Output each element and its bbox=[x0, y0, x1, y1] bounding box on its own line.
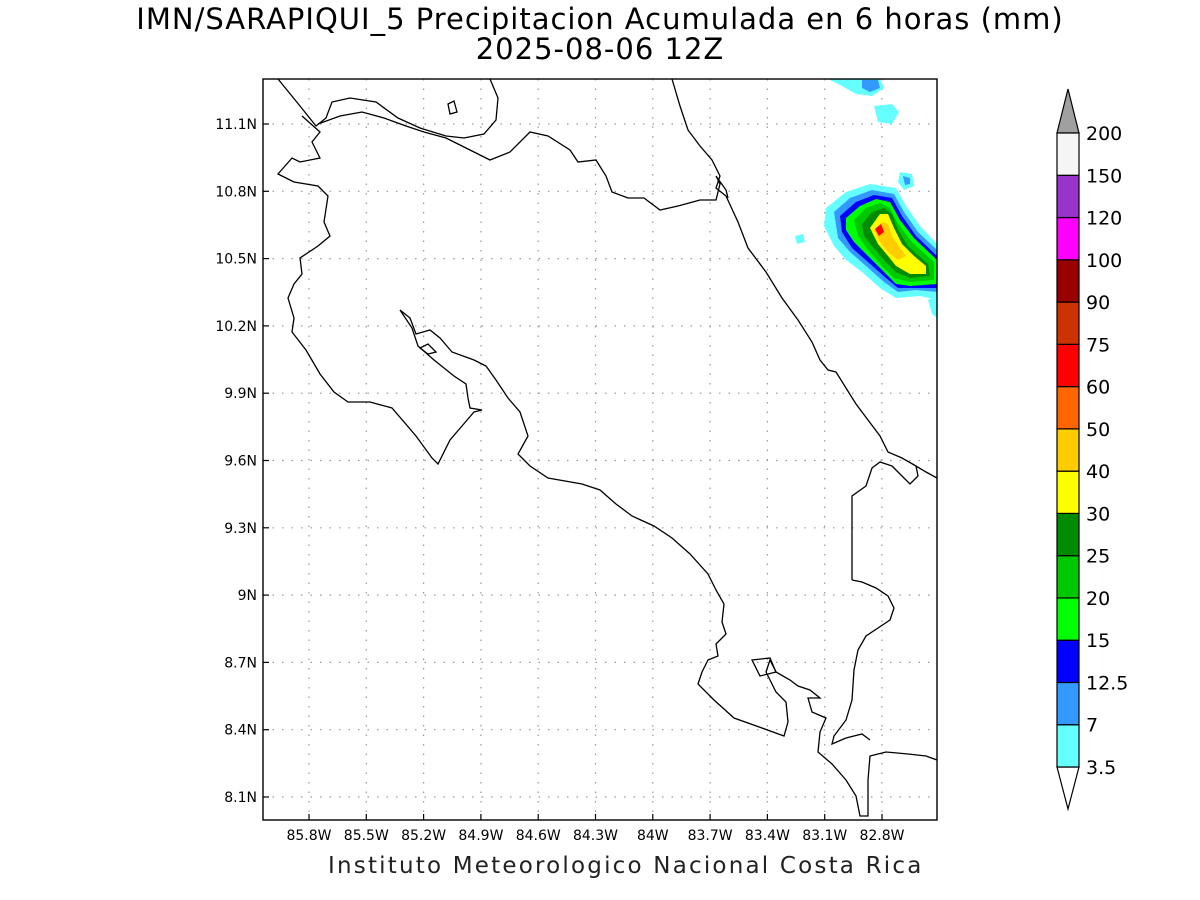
colorbar-box bbox=[1056, 301, 1080, 345]
map-frame bbox=[262, 78, 938, 821]
colorbar-box bbox=[1056, 724, 1080, 768]
lat-tick-label: 9N bbox=[238, 588, 257, 604]
colorbar-box bbox=[1056, 216, 1080, 261]
lat-tick-label: 9.9N bbox=[224, 386, 257, 402]
coastline bbox=[276, 79, 937, 817]
lat-tick-label: 10.8N bbox=[215, 184, 257, 200]
colorbar-label: 30 bbox=[1086, 503, 1110, 525]
nicaragua-border bbox=[317, 111, 729, 211]
colorbar-label: 75 bbox=[1086, 334, 1110, 356]
lon-tick-label: 83.4W bbox=[745, 828, 790, 844]
colorbar-label: 20 bbox=[1086, 588, 1110, 610]
precip-cell-edge bbox=[928, 296, 937, 318]
colorbar-label: 200 bbox=[1086, 123, 1122, 145]
colorbar-box bbox=[1056, 343, 1080, 388]
colorbar-label: 12.5 bbox=[1086, 672, 1128, 694]
lon-tick-label: 83.1W bbox=[802, 828, 847, 844]
lat-tick-label: 8.1N bbox=[224, 790, 257, 806]
lon-tick-label: 84W bbox=[637, 828, 669, 844]
caribbean-coast bbox=[671, 79, 937, 479]
lat-tick-label: 8.7N bbox=[224, 655, 257, 671]
lon-tick-label: 85.2W bbox=[401, 828, 446, 844]
colorbar-label: 90 bbox=[1086, 292, 1110, 314]
colorbar-label: 120 bbox=[1086, 208, 1122, 230]
colorbar-over-triangle bbox=[1056, 88, 1080, 134]
colorbar-box bbox=[1056, 639, 1080, 684]
colorbar-label: 40 bbox=[1086, 461, 1110, 483]
map-title: IMN/SARAPIQUI_5 Precipitacion Acumulada … bbox=[136, 2, 1064, 36]
border-east bbox=[851, 461, 919, 580]
precip-cell-dot bbox=[795, 234, 805, 244]
lake-island bbox=[447, 100, 458, 115]
map-frame-bg bbox=[263, 79, 937, 820]
panama-border bbox=[831, 579, 895, 746]
colorbar-box bbox=[1056, 174, 1080, 219]
lat-tick-label: 8.4N bbox=[224, 723, 257, 739]
colorbar-box bbox=[1056, 470, 1080, 514]
lon-tick-label: 85.8W bbox=[286, 828, 331, 844]
lon-tick-label: 82.8W bbox=[859, 828, 904, 844]
colorbar-label: 50 bbox=[1086, 419, 1110, 441]
precipitation-area bbox=[795, 79, 937, 318]
nicoya-island bbox=[418, 343, 438, 355]
colorbar-under-triangle bbox=[1056, 766, 1080, 812]
lon-tick-label: 84.6W bbox=[516, 828, 561, 844]
lon-tick-label: 84.9W bbox=[458, 828, 503, 844]
precip-cell-small2-inner bbox=[903, 176, 910, 185]
colorbar-box bbox=[1056, 386, 1080, 430]
colorbar-label: 3.5 bbox=[1086, 757, 1116, 779]
colorbar-label: 15 bbox=[1086, 630, 1110, 652]
colorbar-label: 25 bbox=[1086, 546, 1110, 568]
lat-tick-label: 9.6N bbox=[224, 454, 257, 470]
colorbar-label: 7 bbox=[1086, 715, 1098, 737]
colorbar-box bbox=[1056, 428, 1080, 472]
latitude-labels: 11.1N 10.8N 10.5N 10.2N 9.9N 9.6N 9.3N 9N 8.7N 8.… bbox=[215, 117, 269, 806]
golfo-dulce bbox=[751, 657, 777, 677]
lat-tick-label: 11.1N bbox=[215, 117, 257, 133]
precip-storm-60 bbox=[875, 224, 884, 236]
lon-tick-label: 85.5W bbox=[344, 828, 389, 844]
longitude-labels: 85.8W 85.5W 85.2W 84.9W 84.6W 84.3W 84W 83.7W 83… bbox=[286, 814, 905, 844]
lon-tick-label: 83.7W bbox=[688, 828, 733, 844]
lat-tick-label: 9.3N bbox=[224, 521, 257, 537]
lat-tick-label: 10.5N bbox=[215, 252, 257, 268]
lon-tick-label: 84.3W bbox=[573, 828, 618, 844]
colorbar-label: 100 bbox=[1086, 250, 1122, 272]
colorbar-box bbox=[1056, 681, 1080, 726]
colorbar-box bbox=[1056, 597, 1080, 641]
colorbar-label: 150 bbox=[1086, 165, 1122, 187]
precip-cell-top-inner bbox=[862, 80, 880, 92]
colorbar-label: 60 bbox=[1086, 377, 1110, 399]
colorbar: 3.5 7 12.5 15 20 25 30 40 50 60 75 90 100 120 150 200 bbox=[1056, 88, 1128, 812]
colorbar-box bbox=[1056, 259, 1080, 303]
colorbar-box bbox=[1056, 555, 1080, 599]
lat-tick-label: 10.2N bbox=[215, 319, 257, 335]
colorbar-box bbox=[1056, 512, 1080, 557]
footer-credit: Instituto Meteorologico Nacional Costa R… bbox=[328, 853, 924, 879]
map-date: 2025-08-06 12Z bbox=[475, 32, 725, 66]
pacific-coast bbox=[276, 115, 937, 817]
precip-cell-small bbox=[874, 104, 899, 124]
colorbar-box bbox=[1056, 132, 1080, 176]
